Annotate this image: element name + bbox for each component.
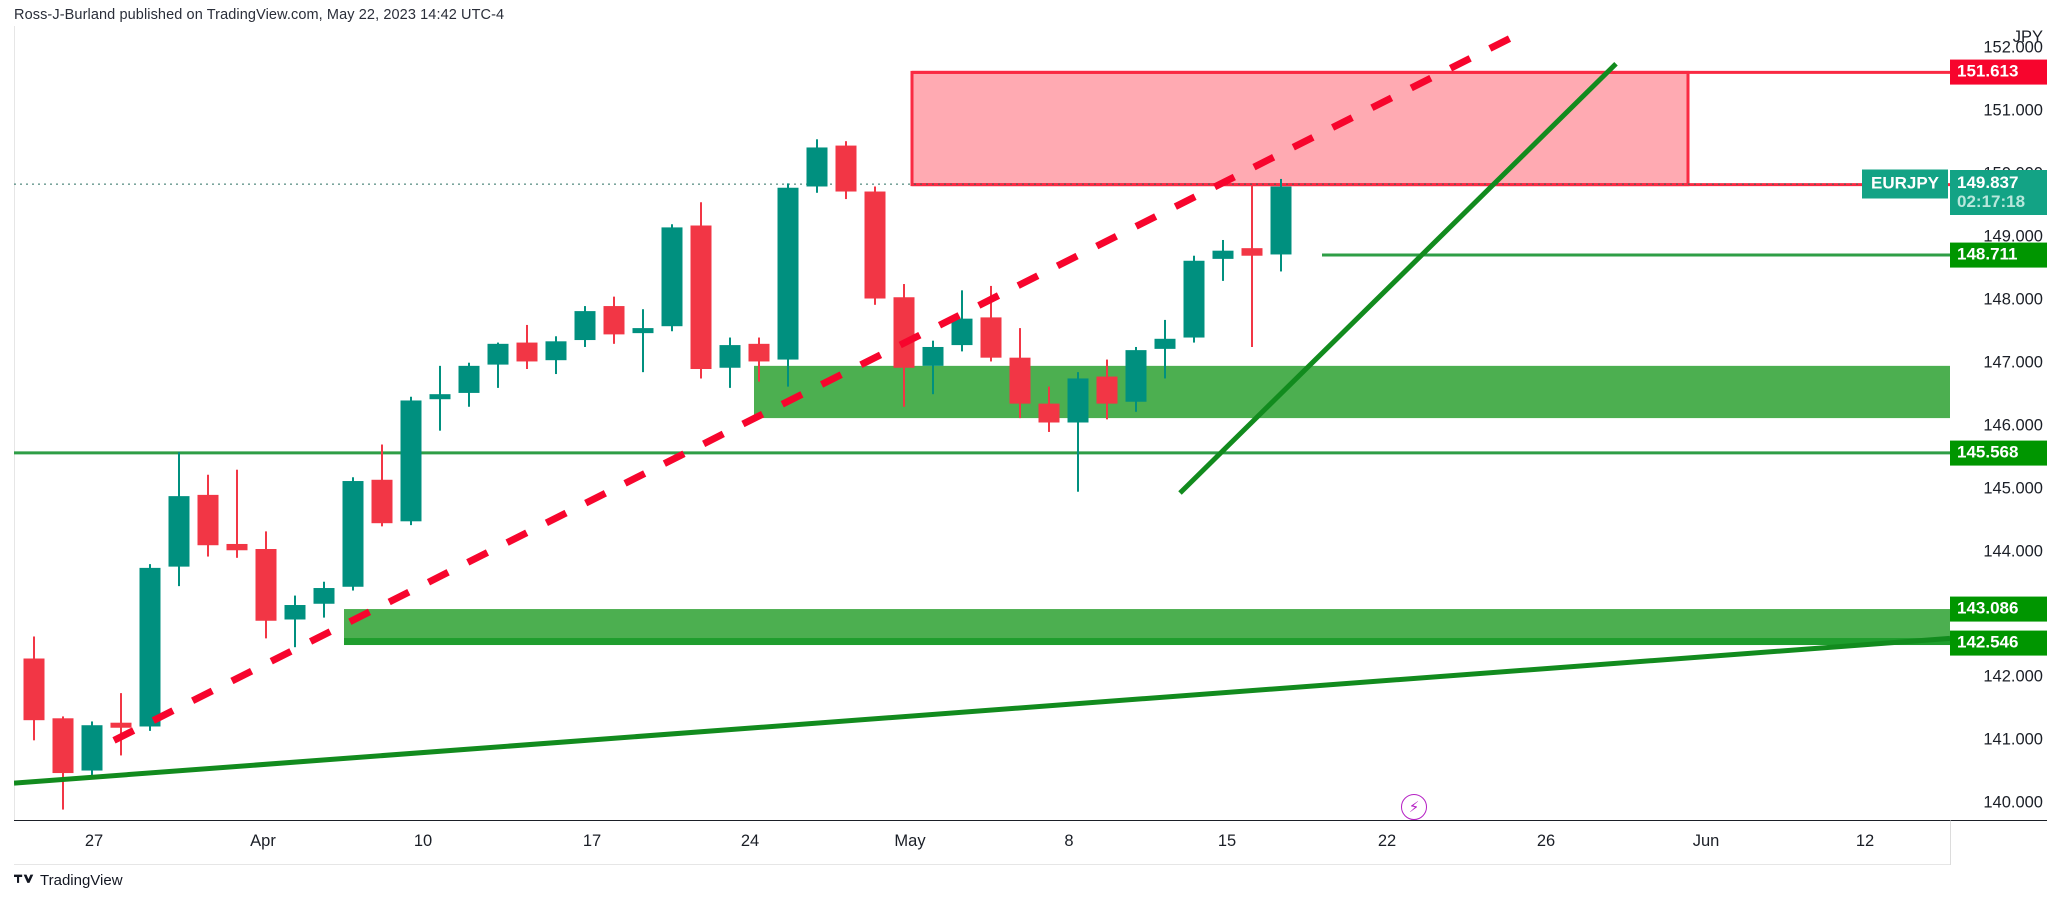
candle-body[interactable]: [458, 365, 480, 393]
tradingview-brand: TradingView: [14, 872, 123, 889]
candle-body[interactable]: [226, 543, 248, 551]
candle-body[interactable]: [23, 658, 45, 721]
candle-body[interactable]: [545, 341, 567, 361]
candle-body[interactable]: [1270, 186, 1292, 255]
candle-body[interactable]: [284, 605, 306, 620]
candle-body[interactable]: [835, 145, 857, 192]
current-price-tag[interactable]: 149.837 02:17:18: [1950, 170, 2047, 216]
candle-body[interactable]: [777, 187, 799, 360]
lightning-bolt-icon[interactable]: ⚡: [1401, 794, 1427, 820]
price-axis-tick: 142.000: [1983, 667, 2043, 686]
candle-body[interactable]: [1067, 378, 1089, 423]
time-axis[interactable]: 27 Apr 10 17 24 May 8 15 22 26 Jun 12: [14, 820, 2033, 865]
candle-body[interactable]: [197, 494, 219, 546]
candle-body[interactable]: [371, 479, 393, 524]
candle-body[interactable]: [342, 481, 364, 587]
time-axis-tick: 10: [413, 832, 433, 850]
candle-body[interactable]: [603, 306, 625, 335]
time-axis-tick: 26: [1536, 832, 1556, 850]
price-tag-143086[interactable]: 143.086: [1950, 596, 2047, 622]
price-tag-145568[interactable]: 145.568: [1950, 440, 2047, 466]
price-tag-151613[interactable]: 151.613: [1950, 59, 2047, 85]
demand-zone-upper[interactable]: [754, 365, 1950, 419]
axis-corner: [1950, 820, 2047, 865]
price-axis-currency-label: JPY: [2012, 28, 2043, 46]
time-axis-tick: 27: [84, 832, 104, 850]
candle-body[interactable]: [429, 394, 451, 400]
candle-body[interactable]: [110, 722, 132, 728]
chart-graphics-layer: [14, 29, 1950, 810]
candle-body[interactable]: [951, 318, 973, 346]
candlestick-plot-area[interactable]: [14, 26, 1950, 819]
price-tag-148711[interactable]: 148.711: [1950, 242, 2047, 268]
candle-body[interactable]: [139, 567, 161, 727]
price-axis-tick: 141.000: [1983, 730, 2043, 749]
candle-body[interactable]: [719, 345, 741, 368]
time-axis-tick: 22: [1377, 832, 1397, 850]
candle-body[interactable]: [574, 311, 596, 341]
price-axis-tick: 147.000: [1983, 353, 2043, 372]
candle-body[interactable]: [400, 400, 422, 522]
candle-body[interactable]: [690, 225, 712, 370]
candle-body[interactable]: [313, 588, 335, 604]
candle-body[interactable]: [255, 549, 277, 621]
time-axis-tick: Apr: [250, 832, 276, 850]
candle-body[interactable]: [1096, 376, 1118, 404]
price-axis-tick: 140.000: [1983, 793, 2043, 812]
green-rising-trendline-steep[interactable]: [1178, 61, 1618, 495]
candle-body[interactable]: [1241, 248, 1263, 256]
tradingview-brand-label: TradingView: [40, 872, 123, 889]
symbol-badge[interactable]: EURJPY: [1862, 169, 1949, 199]
price-axis-tick: 148.000: [1983, 290, 2043, 309]
candle-body[interactable]: [748, 343, 770, 362]
candle-body[interactable]: [487, 343, 509, 365]
time-axis-tick: 8: [1064, 832, 1074, 850]
candle-body[interactable]: [81, 725, 103, 771]
demand-zone-lower-inner-band: [344, 638, 1950, 646]
green-rising-trendline-base[interactable]: [14, 635, 1950, 786]
time-axis-tick: 24: [740, 832, 760, 850]
time-axis-tick: 17: [582, 832, 602, 850]
candle-body[interactable]: [1154, 338, 1176, 349]
price-axis-tick: 149.000: [1983, 227, 2043, 246]
price-axis-tick: 146.000: [1983, 416, 2043, 435]
current-price-value: 149.837: [1957, 173, 2019, 193]
candle-body[interactable]: [661, 227, 683, 327]
publisher-byline: Ross-J-Burland published on TradingView.…: [14, 7, 505, 23]
candle-body[interactable]: [1183, 260, 1205, 338]
price-axis-tick: 152.000: [1983, 38, 2043, 57]
candle-body[interactable]: [1125, 350, 1147, 402]
price-axis-tick: 151.000: [1983, 101, 2043, 120]
candle-body[interactable]: [516, 342, 538, 362]
candle-body[interactable]: [1212, 250, 1234, 259]
price-axis[interactable]: JPY 152.000151.000150.000149.000148.0001…: [1950, 26, 2047, 819]
supply-zone[interactable]: [912, 72, 1688, 185]
candle-body[interactable]: [980, 317, 1002, 358]
candle-body[interactable]: [52, 718, 74, 774]
time-axis-tick: May: [894, 832, 926, 850]
time-axis-tick: 12: [1855, 832, 1875, 850]
candle-body[interactable]: [864, 191, 886, 299]
bar-countdown: 02:17:18: [1957, 192, 2026, 212]
price-tag-142546[interactable]: 142.546: [1950, 630, 2047, 656]
candle-body[interactable]: [168, 496, 190, 567]
time-axis-tick: Jun: [1692, 832, 1720, 850]
candle-body[interactable]: [1038, 403, 1060, 423]
candle-body[interactable]: [632, 328, 654, 334]
tradingview-logo-icon: [14, 874, 34, 883]
demand-zone-lower[interactable]: [344, 609, 1950, 644]
candle-body[interactable]: [1009, 357, 1031, 404]
candle-body[interactable]: [922, 346, 944, 366]
candle-body[interactable]: [893, 297, 915, 368]
candle-body[interactable]: [806, 147, 828, 187]
price-axis-tick: 144.000: [1983, 542, 2043, 561]
price-axis-tick: 145.000: [1983, 479, 2043, 498]
time-axis-tick: 15: [1217, 832, 1237, 850]
